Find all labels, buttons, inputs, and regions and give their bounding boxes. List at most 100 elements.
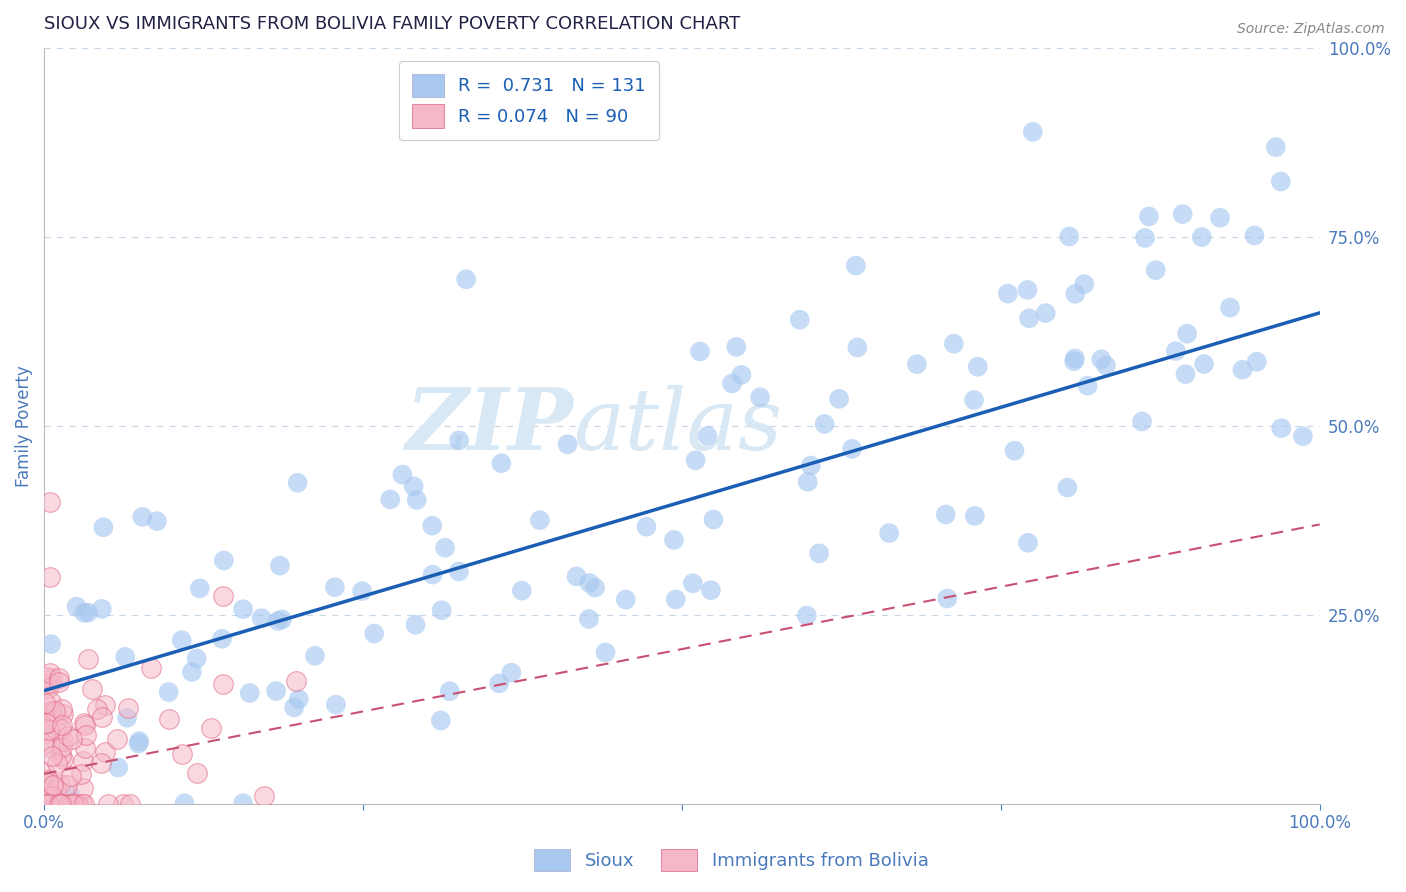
Point (1270, 421, 1292, 435)
Point (212, 677, 235, 691)
Point (689, 344, 711, 359)
Point (48, 671, 70, 685)
Point (80, 682, 103, 697)
Point (267, 614, 290, 628)
Point (1133, 231, 1156, 245)
Point (49, 777, 72, 791)
Point (877, 526, 900, 541)
Point (253, 789, 276, 804)
Point (813, 417, 835, 431)
Point (34, 727, 56, 741)
Point (583, 581, 606, 595)
Point (966, 359, 988, 374)
Point (39, 570, 62, 584)
Point (186, 651, 208, 665)
Point (1219, 301, 1241, 315)
Point (41, 749, 63, 764)
Point (796, 475, 818, 489)
Point (1063, 354, 1085, 368)
Point (1192, 357, 1215, 371)
Point (173, 796, 195, 810)
Point (1056, 481, 1078, 495)
Point (685, 453, 707, 467)
Point (1243, 228, 1265, 243)
Point (66, 797, 89, 811)
Point (578, 612, 600, 626)
Point (51, 702, 73, 716)
Point (170, 633, 193, 648)
Point (48, 675, 70, 690)
Point (323, 580, 346, 594)
Point (112, 797, 135, 811)
Point (239, 686, 262, 700)
Point (800, 458, 823, 473)
Point (51, 734, 73, 748)
Point (325, 698, 347, 712)
Point (94, 698, 117, 713)
Point (212, 553, 235, 567)
Point (501, 665, 523, 680)
Point (1292, 429, 1315, 443)
Point (963, 392, 986, 407)
Legend: Sioux, Immigrants from Bolivia: Sioux, Immigrants from Bolivia (527, 842, 935, 879)
Point (62, 797, 84, 811)
Point (1017, 535, 1039, 549)
Point (114, 649, 136, 664)
Point (380, 492, 402, 507)
Point (789, 312, 811, 326)
Point (595, 645, 617, 659)
Point (115, 711, 138, 725)
Point (1164, 344, 1187, 359)
Point (405, 617, 427, 632)
Point (422, 567, 444, 582)
Point (170, 747, 193, 761)
Point (32, 764, 55, 779)
Point (44, 704, 66, 718)
Point (352, 584, 374, 599)
Point (271, 612, 294, 626)
Point (963, 508, 986, 523)
Point (434, 541, 457, 555)
Point (75, 728, 97, 742)
Point (264, 684, 287, 698)
Point (59, 788, 82, 802)
Point (73, 606, 96, 620)
Point (39, 637, 62, 651)
Point (77, 606, 100, 620)
Point (38, 739, 60, 754)
Point (578, 575, 600, 590)
Point (730, 368, 752, 382)
Point (120, 797, 142, 811)
Point (38, 666, 60, 681)
Point (1018, 311, 1040, 326)
Point (1175, 326, 1198, 341)
Point (56, 729, 79, 743)
Point (845, 259, 868, 273)
Point (56, 797, 79, 811)
Point (52, 752, 75, 766)
Point (1017, 283, 1039, 297)
Point (430, 714, 453, 728)
Point (34, 697, 56, 711)
Point (1137, 210, 1160, 224)
Point (51, 723, 73, 737)
Text: atlas: atlas (574, 384, 783, 467)
Point (808, 546, 831, 560)
Point (86, 702, 108, 716)
Point (45, 783, 67, 797)
Point (38, 723, 60, 737)
Point (37, 775, 59, 789)
Point (557, 437, 579, 451)
Point (828, 392, 851, 406)
Point (636, 519, 658, 533)
Point (90, 602, 112, 616)
Point (105, 732, 128, 747)
Point (662, 533, 685, 547)
Point (131, 509, 153, 524)
Legend: R =  0.731   N = 131, R = 0.074   N = 90: R = 0.731 N = 131, R = 0.074 N = 90 (399, 62, 659, 140)
Point (97, 797, 120, 811)
Point (447, 565, 470, 579)
Point (72, 781, 94, 796)
Point (1064, 351, 1087, 366)
Point (77, 652, 100, 666)
